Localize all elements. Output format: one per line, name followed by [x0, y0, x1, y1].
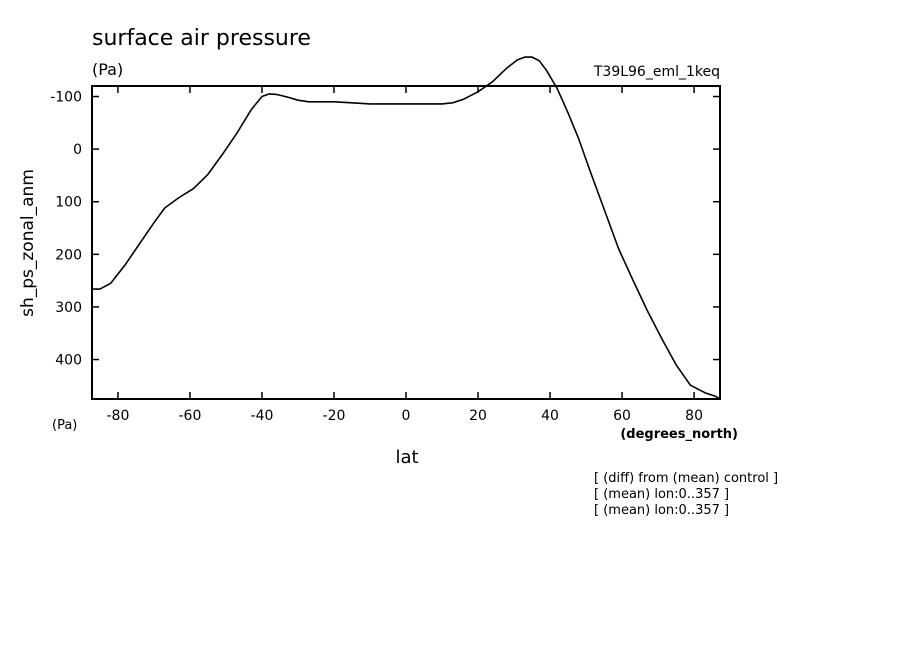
y-tick-label: 300	[55, 300, 82, 316]
series-layer	[92, 56, 721, 400]
y-tick-label: 100	[55, 195, 82, 211]
x-axis: -80 -60 -40 -20 0 20 40 60 80	[106, 86, 703, 424]
x-tick-label: 20	[469, 408, 487, 424]
x-tick-label: -20	[323, 408, 346, 424]
y-tick-label: 400	[55, 353, 82, 369]
y-axis-label: sh_ps_zonal_anm	[18, 169, 38, 317]
note-line-1: [ (diff) from (mean) control ]	[594, 471, 778, 486]
units-label: (Pa)	[92, 60, 123, 79]
plot-border	[91, 85, 721, 400]
y-tick-label: 200	[55, 247, 82, 263]
run-label: T39L96_eml_1keq	[593, 64, 720, 80]
x-tick-label: 40	[541, 408, 559, 424]
x-tick-label: 0	[402, 408, 411, 424]
x-units-label: (degrees_north)	[620, 427, 738, 442]
y-axis: -100 0 100 200 300 400	[50, 90, 720, 369]
x-tick-label: 60	[613, 408, 631, 424]
y-tick-label: 0	[73, 142, 82, 158]
y-units-corner: (Pa)	[52, 418, 77, 433]
y-tick-label: -100	[50, 90, 82, 106]
x-axis-label: lat	[395, 447, 418, 468]
x-tick-label: 80	[685, 408, 703, 424]
x-tick-label: -40	[251, 408, 274, 424]
chart-title: surface air pressure	[92, 26, 311, 51]
x-tick-label: -60	[179, 408, 202, 424]
series-line	[92, 56, 721, 400]
note-line-3: [ (mean) lon:0..357 ]	[594, 503, 729, 518]
plot-area	[91, 85, 721, 400]
note-line-2: [ (mean) lon:0..357 ]	[594, 487, 729, 502]
x-tick-label: -80	[106, 408, 129, 424]
